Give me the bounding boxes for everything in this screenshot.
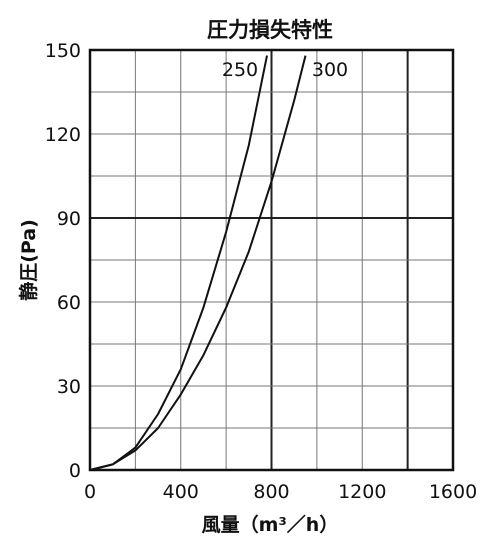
x-tick-labels: 0 400 800 1200 1600 <box>84 481 477 503</box>
grid <box>90 50 453 470</box>
series-line-300 <box>89 55 307 471</box>
y-tick-labels: 0 30 60 90 120 150 <box>45 40 81 482</box>
series-labels: 250 300 <box>222 59 348 81</box>
y-tick-label: 0 <box>69 460 81 482</box>
series-label-300: 300 <box>312 59 348 81</box>
x-tick-label: 0 <box>84 481 96 503</box>
y-axis-title: 静圧(Pa) <box>17 219 40 301</box>
x-axis-title: 風量（m³／h） <box>202 513 339 536</box>
y-tick-label: 60 <box>57 292 81 314</box>
plot-frame <box>88 48 455 472</box>
y-tick-label: 120 <box>45 124 81 146</box>
y-tick-label: 90 <box>57 208 81 230</box>
series-curves <box>89 55 307 471</box>
y-tick-label: 150 <box>45 40 81 62</box>
x-tick-label: 800 <box>253 481 289 503</box>
chart-title: 圧力損失特性 <box>207 18 333 42</box>
x-tick-label: 400 <box>163 481 199 503</box>
series-line-250 <box>89 55 268 471</box>
x-tick-label: 1600 <box>429 481 477 503</box>
series-label-250: 250 <box>222 59 258 81</box>
x-tick-label: 1200 <box>338 481 386 503</box>
y-tick-label: 30 <box>57 376 81 398</box>
axes <box>88 48 455 472</box>
